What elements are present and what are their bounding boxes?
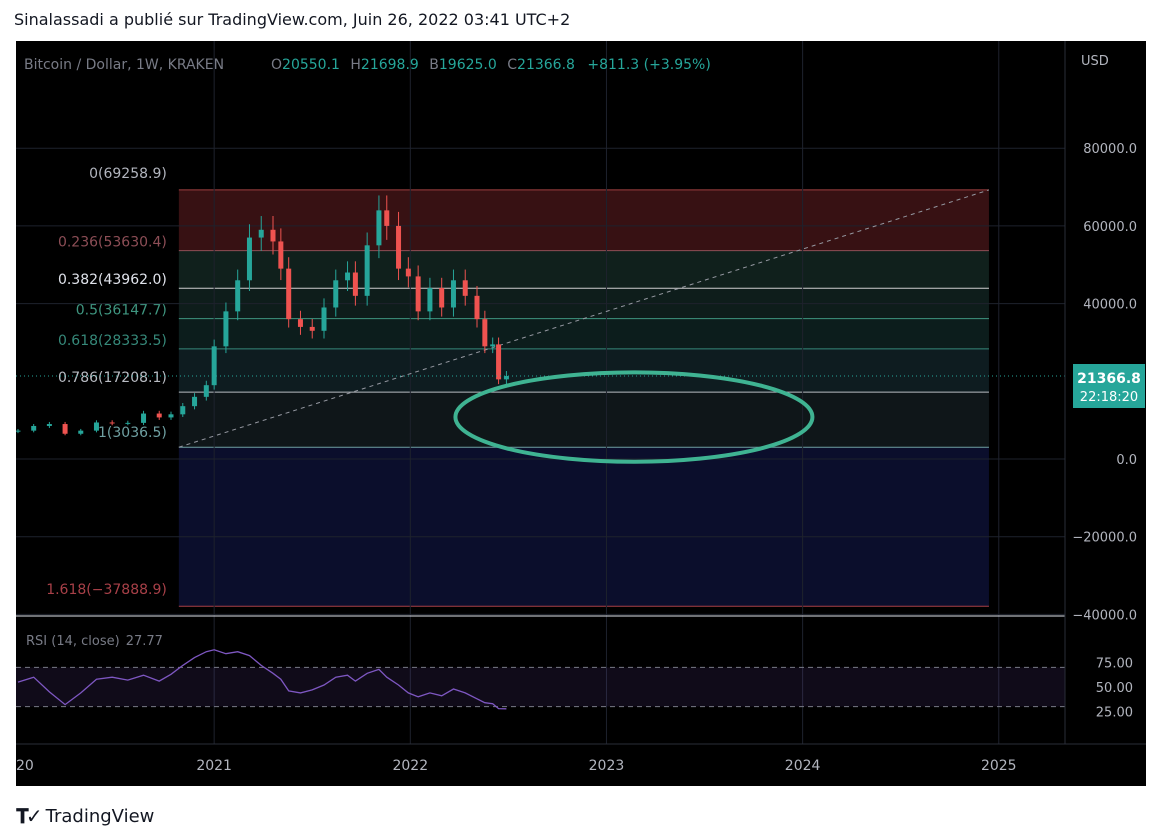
candle-body-29 bbox=[376, 210, 382, 246]
last-price-tag-bg bbox=[1073, 364, 1145, 408]
rsi-label: RSI (14, close) 27.77 bbox=[26, 634, 163, 649]
candle-body-8 bbox=[141, 413, 147, 423]
candle-body-9 bbox=[156, 413, 162, 418]
rsi-axis-tick-1: 50.00 bbox=[1096, 681, 1133, 696]
fib-zone-5 bbox=[178, 392, 989, 448]
candle-body-0 bbox=[16, 430, 21, 432]
trend-line-segment[interactable] bbox=[178, 189, 990, 448]
fib-level-label-0.236: 0.236(53630.4) bbox=[58, 235, 167, 251]
trend-line[interactable] bbox=[178, 189, 990, 448]
candle-body-11 bbox=[180, 406, 186, 415]
ellipse-annotation[interactable] bbox=[453, 370, 815, 464]
candle-body-16 bbox=[235, 280, 241, 312]
fib-zone-3 bbox=[178, 318, 989, 349]
fib-zone-1 bbox=[178, 250, 989, 289]
time-axis-tick-2: 2022 bbox=[392, 758, 428, 774]
time-axis-tick-4: 2024 bbox=[785, 758, 821, 774]
candle-countdown: 22:18:20 bbox=[1080, 390, 1138, 405]
candle-body-34 bbox=[427, 288, 433, 312]
candle-body-20 bbox=[278, 241, 284, 269]
candle-body-31 bbox=[396, 225, 402, 269]
fib-level-label-0.786: 0.786(17208.1) bbox=[58, 370, 167, 386]
candle-body-13 bbox=[203, 385, 209, 397]
candle-body-24 bbox=[321, 307, 327, 331]
last-price-value: 21366.8 bbox=[1077, 371, 1141, 387]
candle-body-39 bbox=[482, 319, 488, 347]
candle-body-36 bbox=[450, 280, 456, 308]
time-axis-tick-5: 2025 bbox=[981, 758, 1017, 774]
time-axis-tick-0: 20 bbox=[16, 758, 34, 774]
fib-zone-6 bbox=[178, 447, 989, 607]
fib-level-label-0: 0(69258.9) bbox=[89, 166, 167, 182]
time-axis-tick-3: 2023 bbox=[589, 758, 625, 774]
legend-ohlc: O20550.1 H21698.9 B19625.0 C21366.8 +811… bbox=[271, 57, 711, 73]
candle-body-38 bbox=[474, 295, 480, 320]
candle-body-37 bbox=[462, 280, 468, 296]
chart-frame[interactable]: 0(69258.9) 0.236(53630.4) 0.382(43962.0) 0.… bbox=[16, 41, 1146, 786]
tradingview-brand-text: TradingView bbox=[45, 805, 155, 827]
candle-body-21 bbox=[286, 268, 292, 320]
candle-body-1 bbox=[31, 425, 37, 431]
fib-level-label-0.618: 0.618(28333.5) bbox=[58, 333, 167, 349]
candle-body-35 bbox=[439, 288, 445, 308]
candles bbox=[16, 195, 1065, 436]
candle-body-27 bbox=[352, 272, 358, 296]
candle-body-22 bbox=[297, 319, 303, 327]
tradingview-footer[interactable]: 𝐓✓ TradingView bbox=[16, 804, 154, 828]
candle-body-32 bbox=[405, 268, 411, 277]
candle-body-41 bbox=[496, 344, 502, 380]
ellipse-annotation-shape[interactable] bbox=[453, 370, 815, 464]
candle-body-3 bbox=[62, 424, 68, 434]
time-axis[interactable]: 20 2021 2022 2023 2024 2025 bbox=[16, 743, 1146, 774]
candle-body-26 bbox=[345, 272, 351, 281]
price-axis-tick-3: 0.0 bbox=[1116, 453, 1137, 468]
time-axis-tick-1: 2021 bbox=[196, 758, 232, 774]
rsi-pane bbox=[16, 615, 1146, 710]
candle-body-23 bbox=[309, 326, 315, 331]
fib-level-label-0.5: 0.5(36147.7) bbox=[76, 303, 167, 319]
candle-body-42 bbox=[503, 375, 509, 380]
candle-body-7 bbox=[125, 422, 131, 424]
candle-body-14 bbox=[211, 346, 217, 386]
currency-label: USD bbox=[1081, 54, 1109, 69]
rsi-axis-tick-2: 25.00 bbox=[1096, 706, 1133, 721]
candle-body-19 bbox=[270, 229, 276, 242]
candle-body-33 bbox=[415, 276, 421, 312]
rsi-band-fill bbox=[16, 667, 1065, 707]
fib-level-label-1: 1(3036.5) bbox=[98, 425, 167, 441]
candle-body-25 bbox=[333, 280, 339, 308]
fib-level-label-1.618: 1.618(−37888.9) bbox=[46, 582, 167, 598]
price-axis-tick-1: 60000.0 bbox=[1083, 220, 1137, 235]
fib-zone-0 bbox=[178, 189, 989, 251]
price-axis-tick-4: −20000.0 bbox=[1072, 531, 1137, 546]
grid-lines bbox=[16, 41, 1065, 744]
candle-body-12 bbox=[192, 396, 198, 407]
rsi-axis-tick-0: 75.00 bbox=[1096, 657, 1133, 672]
price-axis-tick-2: 40000.0 bbox=[1083, 298, 1137, 313]
candle-body-17 bbox=[246, 237, 252, 281]
chart-svg[interactable]: 0(69258.9) 0.236(53630.4) 0.382(43962.0) 0.… bbox=[16, 41, 1146, 786]
fib-retracement[interactable]: 0(69258.9) 0.236(53630.4) 0.382(43962.0) 0.… bbox=[46, 166, 989, 607]
price-axis-tick-5: −40000.0 bbox=[1072, 608, 1137, 623]
candle-body-15 bbox=[223, 311, 229, 347]
candle-body-2 bbox=[46, 424, 52, 426]
candle-body-30 bbox=[384, 210, 390, 226]
candle-body-4 bbox=[78, 430, 84, 434]
candle-body-40 bbox=[490, 344, 496, 347]
fib-zone-4 bbox=[178, 348, 989, 393]
rsi-line bbox=[17, 649, 507, 710]
candle-body-5 bbox=[93, 422, 99, 431]
price-axis-tick-0: 80000.0 bbox=[1083, 142, 1137, 157]
fib-level-label-0.382: 0.382(43962.0) bbox=[58, 272, 167, 288]
tradingview-logo-icon: 𝐓✓ bbox=[16, 804, 43, 828]
candle-body-28 bbox=[364, 245, 370, 296]
candle-body-10 bbox=[168, 414, 174, 418]
legend-symbol: Bitcoin / Dollar, 1W, KRAKEN bbox=[24, 57, 224, 73]
last-price-tag[interactable]: 21366.8 22:18:20 bbox=[1073, 364, 1145, 408]
publish-header: Sinalassadi a publié sur TradingView.com… bbox=[14, 10, 571, 29]
candle-body-18 bbox=[258, 229, 264, 238]
candle-body-6 bbox=[109, 422, 115, 424]
